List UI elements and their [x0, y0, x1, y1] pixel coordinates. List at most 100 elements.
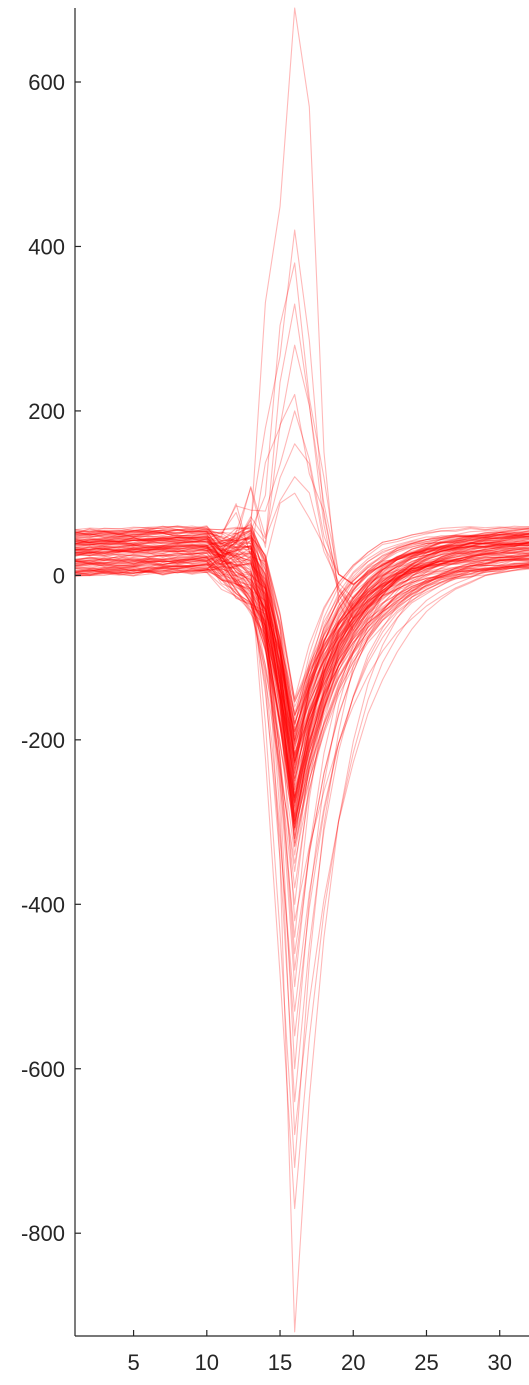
- waveform-trace: [74, 229, 529, 607]
- waveform-trace: [74, 539, 529, 798]
- x-ticks: 5 10 15 20 25 30: [127, 1330, 512, 1375]
- x-tick-label: 20: [341, 1350, 365, 1375]
- waveform-trace: [74, 541, 529, 807]
- waveform-trace: [74, 525, 529, 733]
- waveform-trace: [74, 541, 529, 763]
- waveform-trace: [74, 537, 529, 771]
- waveform-trace: [74, 393, 529, 610]
- waveform-trace: [74, 532, 529, 774]
- waveform-trace: [74, 525, 529, 1333]
- x-tick-label: 30: [487, 1350, 511, 1375]
- waveform-trace: [74, 529, 529, 713]
- waveform-trace: [74, 530, 529, 848]
- waveform-trace: [74, 527, 529, 821]
- waveform-trace: [74, 536, 529, 790]
- waveform-trace: [74, 262, 529, 586]
- waveform-trace: [74, 544, 529, 856]
- waveform-trace: [74, 542, 529, 825]
- waveform-trace: [74, 545, 529, 733]
- waveform-trace: [74, 538, 529, 779]
- waveform-trace: [74, 536, 529, 872]
- waveform-trace: [74, 541, 529, 787]
- waveform-trace: [74, 533, 529, 782]
- trace-group: [74, 7, 529, 1333]
- y-tick-label: -800: [21, 1221, 65, 1246]
- waveform-trace: [74, 534, 529, 754]
- waveform-trace: [74, 544, 529, 728]
- y-ticks: -800 -600 -400 -200 0 200 400 600: [21, 70, 81, 1246]
- waveform-trace: [74, 552, 529, 769]
- y-tick-label: -400: [21, 892, 65, 917]
- waveform-trace: [74, 563, 529, 803]
- waveform-trace: [74, 530, 529, 716]
- waveform-trace: [74, 565, 529, 741]
- waveform-trace: [74, 534, 529, 745]
- waveform-trace: [74, 529, 529, 762]
- x-tick-label: 25: [414, 1350, 438, 1375]
- y-tick-label: -600: [21, 1057, 65, 1082]
- waveform-trace: [74, 557, 529, 793]
- waveform-trace: [74, 544, 529, 1070]
- waveform-trace: [74, 544, 529, 1037]
- waveform-trace: [74, 539, 529, 732]
- waveform-trace: [74, 527, 529, 840]
- waveform-trace: [74, 534, 529, 708]
- waveform-trace: [74, 532, 529, 769]
- waveform-trace: [74, 443, 529, 612]
- waveform-trace: [74, 533, 529, 766]
- waveform-trace: [74, 527, 529, 750]
- waveform-trace: [74, 530, 529, 817]
- waveform-trace: [74, 541, 529, 829]
- waveform-trace: [74, 533, 529, 774]
- waveform-trace: [74, 545, 529, 819]
- waveform-trace: [74, 540, 529, 938]
- waveform-trace: [74, 476, 529, 600]
- waveform-trace: [74, 544, 529, 747]
- waveform-trace: [74, 525, 529, 723]
- waveform-trace: [74, 534, 529, 803]
- y-tick-label: 200: [28, 399, 65, 424]
- waveform-trace: [74, 532, 529, 955]
- waveform-trace: [74, 536, 529, 725]
- waveform-trace: [74, 543, 529, 764]
- waveform-trace: [74, 548, 529, 731]
- waveform-trace: [74, 538, 529, 821]
- waveform-trace: [74, 558, 529, 779]
- waveform-trace: [74, 530, 529, 737]
- waveform-trace: [74, 535, 529, 741]
- waveform-trace: [74, 537, 529, 803]
- waveform-trace: [74, 545, 529, 905]
- waveform-trace: [74, 526, 529, 741]
- waveform-trace: [74, 552, 529, 798]
- waveform-trace: [74, 535, 529, 1168]
- x-tick-label: 5: [127, 1350, 139, 1375]
- waveform-trace: [74, 535, 529, 716]
- waveform-trace: [74, 531, 529, 809]
- waveform-trace: [74, 532, 529, 782]
- waveform-trace: [74, 540, 529, 756]
- waveform-trace: [74, 560, 529, 716]
- waveform-trace: [74, 546, 529, 922]
- waveform-trace: [74, 532, 529, 724]
- waveform-trace: [74, 535, 529, 762]
- waveform-trace: [74, 525, 529, 719]
- waveform-trace: [74, 528, 529, 1136]
- waveform-trace: [74, 527, 529, 700]
- waveform-trace: [74, 526, 529, 811]
- waveform-trace: [74, 529, 529, 759]
- waveform-trace: [74, 528, 529, 701]
- waveform-trace: [74, 538, 529, 754]
- waveform-trace: [74, 539, 529, 1012]
- waveform-trace: [74, 538, 529, 864]
- waveform-trace: [74, 537, 529, 743]
- waveform-trace: [74, 410, 529, 585]
- waveform-trace: [74, 532, 529, 825]
- y-tick-label: 0: [53, 563, 65, 588]
- x-tick-label: 15: [268, 1350, 292, 1375]
- waveform-trace: [74, 7, 529, 632]
- waveform-trace: [74, 555, 529, 829]
- waveform-trace: [74, 546, 529, 725]
- waveform-trace: [74, 532, 529, 825]
- waveform-trace: [74, 536, 529, 815]
